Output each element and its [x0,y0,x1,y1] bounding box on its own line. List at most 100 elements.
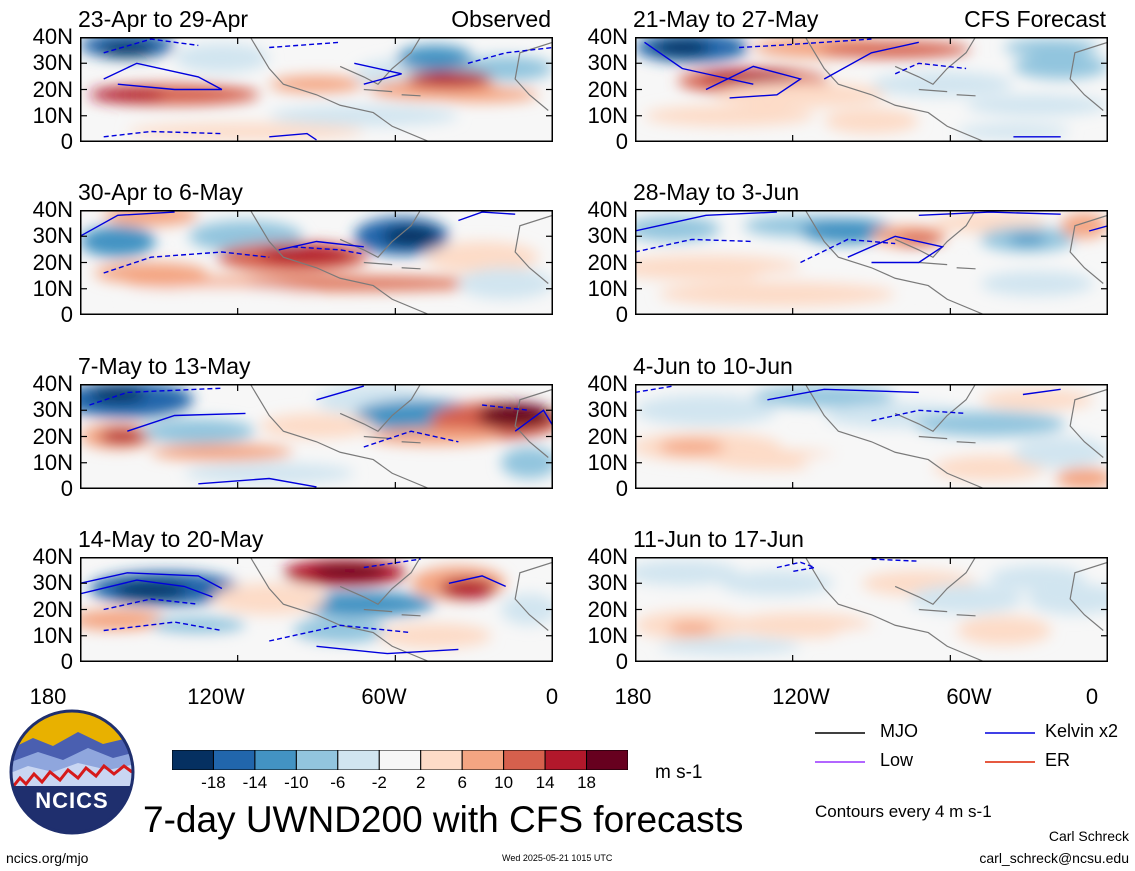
site-link[interactable]: ncics.org/mjo [6,850,89,866]
y-tick-label: 0 [615,649,628,674]
x-tick-label-left-0: 0 [545,684,559,709]
colorbar-swatch [378,750,422,770]
coastline-gulf [339,210,422,258]
y-tick-label: 10N [32,622,73,648]
legend-swatch-low [815,761,865,763]
colorbar-tick-label: 10 [494,773,514,792]
anomaly-shading [259,413,374,439]
coastline-americas [804,37,986,142]
kelvin-contour [918,211,1061,216]
coastline-americas [249,37,431,142]
anomaly-shading [269,75,364,93]
anomaly-shading [292,617,388,644]
anomaly-shading [103,210,199,226]
kelvin-contour [354,62,402,85]
coastline-gulf [339,37,422,85]
anomaly-shading [458,267,553,300]
contour-note: Contours every 4 m s-1 [815,802,992,821]
anomaly-shading [914,411,1066,437]
map-panel-7 [635,384,1108,489]
y-tick-label: 10N [32,102,73,128]
anomaly-shading [141,418,256,444]
kelvin-contour [644,41,754,85]
y-tick-label: 20N [587,596,628,622]
anomaly-shading [800,218,896,244]
anomaly-shading [1027,583,1108,615]
coastline-americas [804,557,986,662]
kelvin-contour [269,41,341,49]
kelvin-contour [823,41,919,80]
coastline-caribbean [363,608,421,617]
y-tick-label: 30N [587,223,628,249]
y-tick-label: 10N [32,275,73,301]
kelvin-contour [1088,225,1108,232]
coastline-africa [514,214,553,284]
panel-title-5: 21-May to 27-May [633,6,819,32]
colorbar-tick-label: 14 [535,773,555,792]
panel-title-6: 28-May to 3-Jun [633,179,800,205]
anomaly-shading [644,105,815,127]
anomaly-shading [720,570,834,596]
coastline-africa [514,388,553,458]
x-tick-label-right-120w: 120W [772,684,830,709]
y-tick-label: 40N [587,24,628,49]
x-tick-label-right-180: 180 [614,684,652,709]
colorbar-swatch [295,750,339,770]
panel-tag-5: CFS Forecast [964,6,1106,32]
kelvin-contour [80,211,175,237]
y-tick-label: 10N [587,275,628,301]
anomaly-shading [127,286,317,312]
coastline-americas [249,210,431,315]
anomaly-shading [753,386,896,408]
anomaly-shading [715,82,886,108]
kelvin-contour [103,38,199,54]
coastline-americas [804,384,986,489]
anomaly-shading [653,39,711,56]
anomaly-shading [701,69,796,85]
colorbar-swatch [544,750,588,770]
panel-title-7: 4-Jun to 10-Jun [633,353,793,379]
colorbar-units: m s-1 [655,762,703,783]
kelvin-contour [198,477,317,488]
y-tick-label: 0 [60,649,73,674]
coastline-americas [249,557,431,662]
anomaly-shading [635,560,740,586]
kelvin-contour [103,251,270,274]
anomaly-shading [269,105,459,127]
y-tick-label: 0 [615,129,628,154]
panel-title-8: 11-Jun to 17-Jun [633,526,804,552]
coastline-caribbean [918,261,976,270]
coastline-caribbean [363,261,421,270]
anomaly-shading [80,225,156,258]
anomaly-shading [635,394,777,426]
colorbar-tick-label: -14 [242,773,268,792]
anomaly-shading [292,591,435,617]
y-tick-label: 20N [32,423,73,449]
coastline-gulf [894,210,977,258]
kelvin-contour [363,558,421,569]
anomaly-shading [909,584,1023,614]
author-email[interactable]: carl_schreck@ncsu.edu [979,850,1129,866]
coastline-caribbean [363,88,421,97]
anomaly-shading [658,637,801,655]
map-panel-2 [80,210,553,315]
y-tick-label: 20N [32,596,73,622]
anomaly-shading [439,578,497,599]
logo-text: NCICS [35,788,109,813]
y-tick-label: 30N [587,397,628,423]
kelvin-contour [80,572,223,590]
y-tick-label: 30N [32,223,73,249]
anomaly-shading [824,108,919,134]
kelvin-contour [448,575,506,588]
legend-label-mjo: MJO [880,721,918,741]
kelvin-contour [269,624,412,642]
panel-title-2: 30-Apr to 6-May [78,179,243,205]
kelvin-contour [767,388,919,401]
y-tick-label: 20N [587,76,628,102]
coastline-gulf [894,384,977,432]
map-panel-6 [635,210,1108,315]
coastline-gulf [339,557,422,605]
kelvin-contour [80,579,213,598]
anomaly-shading [635,216,721,242]
x-tick-label-right-0: 0 [1085,684,1099,709]
